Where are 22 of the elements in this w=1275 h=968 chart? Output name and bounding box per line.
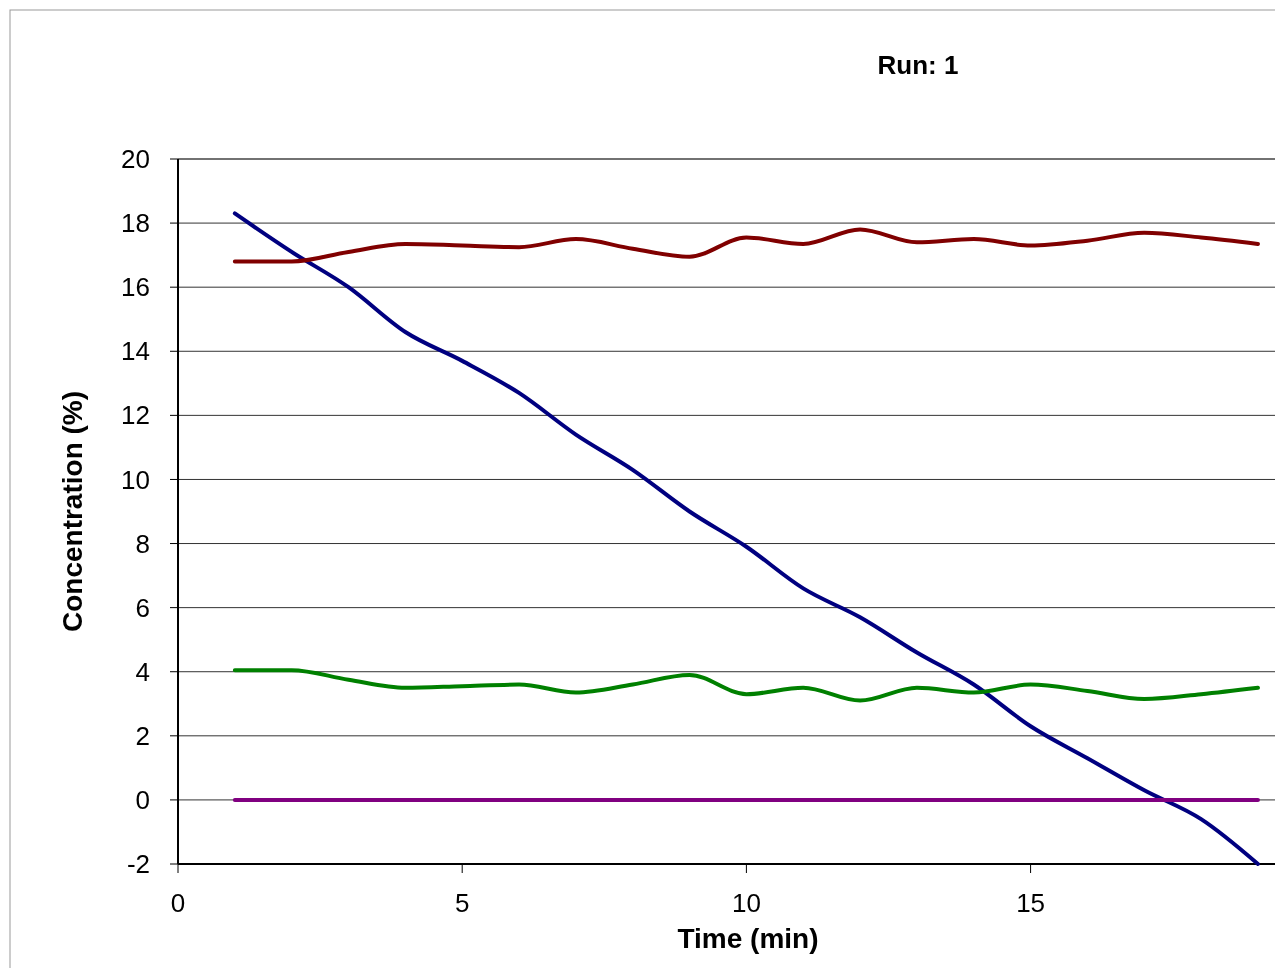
line-series (232, 668, 1260, 703)
y-axis-title: Concentration (%) (57, 390, 88, 633)
y-tick-label: 12 (121, 400, 150, 431)
y-tick-label: 4 (135, 656, 150, 687)
y-tick-label: 2 (135, 720, 150, 751)
y-tick-label: 0 (135, 785, 150, 816)
line-series (232, 211, 1260, 866)
x-tick-label: 5 (454, 888, 470, 918)
chart-title: Run: 1 (877, 50, 959, 80)
x-tick-label: 10 (731, 888, 761, 918)
y-tick-label: 20 (121, 144, 150, 175)
y-tick-label: -2 (126, 849, 150, 880)
line-series (232, 227, 1260, 264)
x-tick-label: 0 (170, 888, 186, 918)
y-tick-label: 16 (121, 272, 150, 303)
y-tick-label: 6 (135, 592, 150, 623)
y-tick-label: 18 (121, 208, 150, 239)
y-tick-label: 14 (121, 336, 150, 367)
x-axis-title: Time (min) (677, 923, 819, 954)
y-tick-label: 10 (121, 464, 150, 495)
y-tick-label: 8 (135, 528, 150, 559)
x-tick-label: 15 (1016, 888, 1046, 918)
